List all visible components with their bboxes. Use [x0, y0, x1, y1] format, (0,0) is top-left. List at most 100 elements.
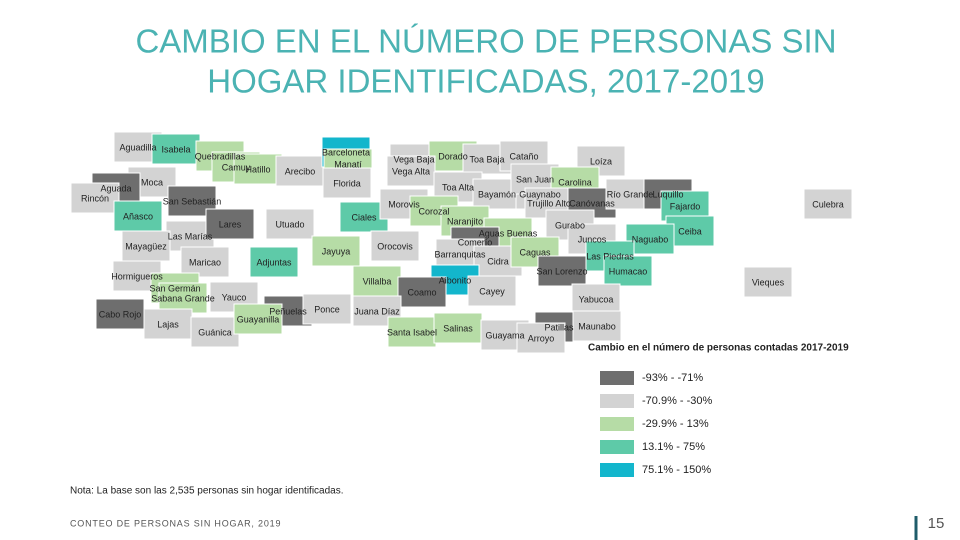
municipality-label: Juncos	[578, 234, 607, 244]
municipality	[113, 200, 163, 232]
municipality-label: Lajas	[157, 319, 179, 329]
municipality-label: Naranjito	[447, 216, 483, 226]
municipality-label: Aguadilla	[119, 142, 156, 152]
municipality-label: Vega Baja	[393, 154, 434, 164]
municipality	[386, 155, 436, 187]
municipality-label: Gurabo	[555, 220, 585, 230]
municipality-label: Cataño	[509, 151, 538, 161]
page-number: 15	[928, 515, 945, 532]
legend-swatch	[600, 394, 634, 408]
title: HOGAR IDENTIFICADAS, 2017-2019	[207, 63, 765, 100]
legend-swatch	[600, 371, 634, 385]
municipality	[370, 230, 420, 262]
municipality-label: Florida	[333, 178, 361, 188]
municipality-label: Vieques	[752, 277, 785, 287]
municipality	[233, 153, 283, 185]
municipality	[352, 265, 402, 297]
municipality-label: Aguas Buenas	[479, 228, 538, 238]
municipality	[311, 235, 361, 267]
municipality-label: San Lorenzo	[536, 266, 587, 276]
municipality-label: Santa Isabel	[387, 327, 437, 337]
municipality-label: Juana Díaz	[354, 306, 400, 316]
legend-label: -70.9% - -30%	[642, 395, 713, 407]
municipality-label: Trujillo Alto	[527, 198, 571, 208]
municipality	[302, 293, 352, 325]
municipality-label: Peñuelas	[269, 306, 307, 316]
municipality-label: Arroyo	[528, 333, 555, 343]
municipality-label: Utuado	[275, 219, 304, 229]
municipality-label: Quebradillas	[195, 151, 246, 161]
municipality-label: Camuy	[222, 162, 251, 172]
municipality-label: Dorado	[438, 151, 468, 161]
municipality-label: Hatillo	[245, 164, 270, 174]
municipality-label: Las Piedras	[586, 251, 634, 261]
municipality-label: Caguas	[519, 247, 551, 257]
legend-label: 75.1% - 150%	[642, 464, 711, 476]
municipality-label: Cayey	[479, 286, 505, 296]
legend-swatch	[600, 463, 634, 477]
municipality-label: Fajardo	[670, 201, 701, 211]
municipality-label: Villalba	[363, 276, 392, 286]
municipality-label: Guaynabo	[519, 189, 561, 199]
municipality	[121, 230, 171, 262]
legend-swatch	[600, 440, 634, 454]
municipality-label: San Juan	[516, 174, 554, 184]
municipality	[249, 246, 299, 278]
municipality-label: Río Grande	[607, 189, 654, 199]
municipality	[95, 298, 145, 330]
municipality	[322, 167, 372, 199]
municipality-label: Barceloneta	[322, 147, 370, 157]
municipality-label: Humacao	[609, 266, 648, 276]
municipality-label: Hormigueros	[111, 271, 163, 281]
municipality	[743, 266, 793, 298]
municipality	[158, 282, 208, 314]
municipality-label: Loíza	[590, 156, 612, 166]
map: Aguadilla Isabela QuebradillasCamuyHatillo…	[70, 131, 853, 354]
municipality	[516, 322, 566, 354]
municipality	[467, 275, 517, 307]
municipality-label: Lares	[219, 219, 242, 229]
municipality-label: Canóvanas	[569, 198, 615, 208]
municipality-label: Luquillo	[652, 189, 683, 199]
municipality	[265, 208, 315, 240]
municipality-label: Aibonito	[439, 275, 472, 285]
municipality	[70, 182, 120, 214]
municipality-label: Aguada	[100, 183, 131, 193]
municipality-label: San Sebastián	[163, 196, 222, 206]
municipality-label: Patillas	[544, 322, 574, 332]
municipality-label: Mayagüez	[125, 241, 167, 251]
municipality-label: Rincón	[81, 193, 109, 203]
municipality	[572, 310, 622, 342]
municipality-label: Adjuntas	[256, 257, 292, 267]
municipality-label: Ponce	[314, 304, 340, 314]
municipality-label: Ciales	[351, 212, 377, 222]
legend: -93% - -71% -70.9% - -30% -29.9% - 13% 13.1…	[600, 371, 713, 477]
municipality-label: Barranquitas	[434, 249, 486, 259]
municipality-label: Naguabo	[632, 234, 669, 244]
municipality-label: Cabo Rojo	[99, 309, 142, 319]
legend-title: Cambio en el número de personas contadas…	[588, 343, 849, 354]
municipality-label: Isabela	[161, 144, 190, 154]
municipality-label: Jayuya	[322, 246, 351, 256]
legend-label: -29.9% - 13%	[642, 418, 709, 430]
note: Nota: La base son las 2,535 personas sin…	[70, 486, 344, 497]
municipality-label: Toa Alta	[442, 182, 474, 192]
municipality-label: Corozal	[418, 206, 449, 216]
municipality-label: Bayamón	[478, 189, 516, 199]
municipality	[275, 155, 325, 187]
municipality	[603, 255, 653, 287]
title: CAMBIO EN EL NÚMERO DE PERSONAS SIN	[135, 23, 836, 60]
footer: CONTEO DE PERSONAS SIN HOGAR, 2019	[70, 518, 281, 528]
municipality-label: Arecibo	[285, 166, 316, 176]
municipality-label: Orocovis	[377, 241, 413, 251]
municipality-label: Coamo	[407, 287, 436, 297]
legend-label: -93% - -71%	[642, 372, 703, 384]
municipality-label: Guánica	[198, 327, 232, 337]
municipality	[803, 188, 853, 220]
municipality-label: Salinas	[443, 323, 473, 333]
municipality	[233, 303, 283, 335]
municipality-label: Guayanilla	[237, 314, 280, 324]
municipality-label: Yauco	[222, 292, 247, 302]
municipality	[397, 276, 447, 308]
municipality	[387, 316, 437, 348]
